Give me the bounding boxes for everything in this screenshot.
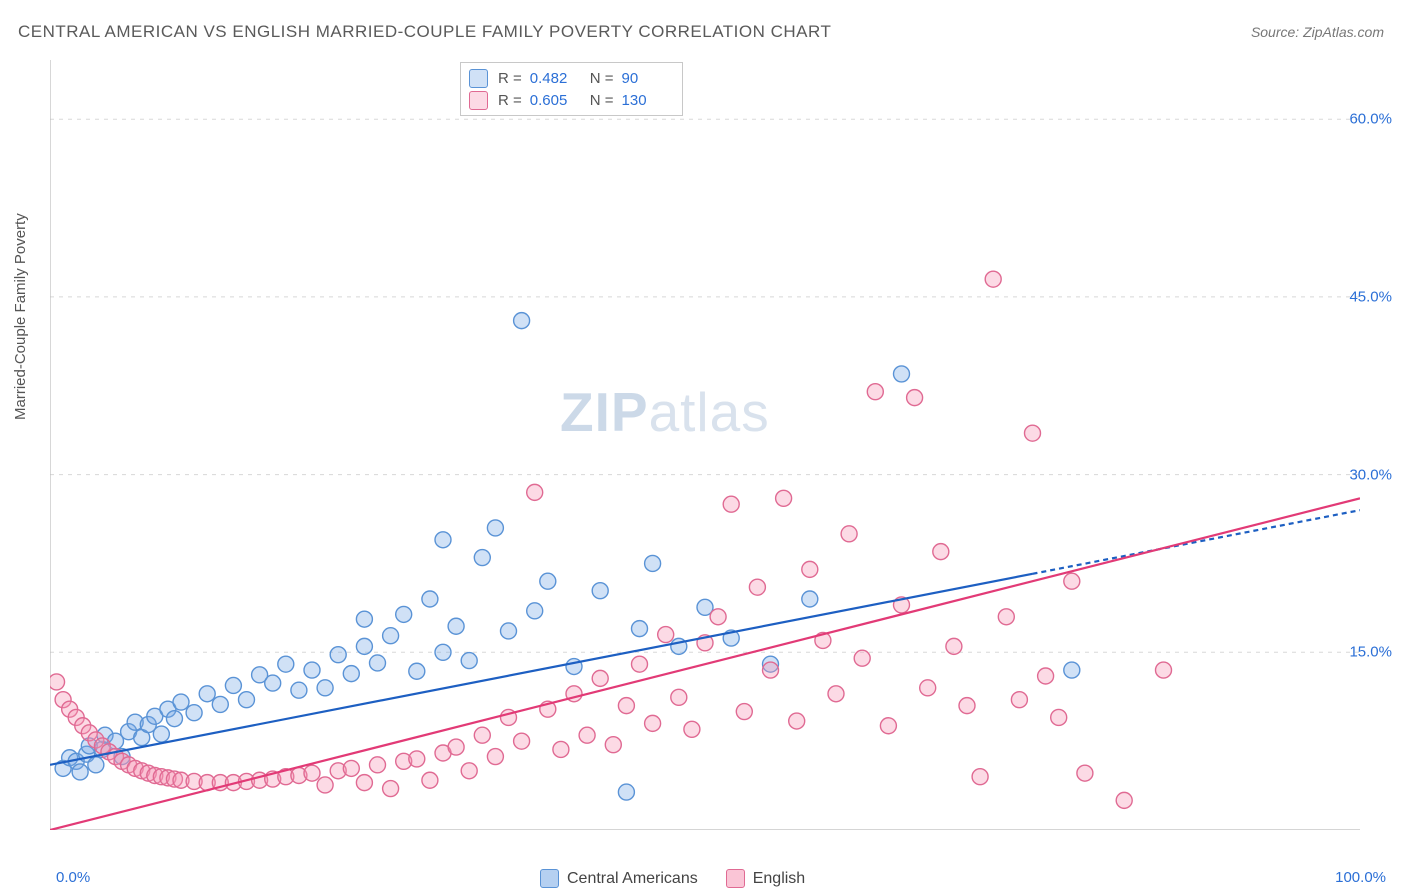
y-tick-label: 15.0%: [1349, 644, 1392, 661]
y-axis-label: Married-Couple Family Poverty: [12, 213, 29, 420]
r-label: R =: [498, 70, 522, 87]
r-value: 0.605: [530, 92, 580, 109]
n-value: 90: [622, 70, 672, 87]
legend-item: English: [726, 869, 805, 888]
legend-swatch: [726, 869, 745, 888]
legend-swatch: [540, 869, 559, 888]
legend-label: Central Americans: [567, 870, 698, 888]
legend-swatch: [469, 91, 488, 110]
legend-item: Central Americans: [540, 869, 698, 888]
n-label: N =: [590, 92, 614, 109]
n-label: N =: [590, 70, 614, 87]
correlation-legend: R = 0.482 N = 90 R = 0.605 N = 130: [460, 62, 683, 116]
y-tick-label: 45.0%: [1349, 288, 1392, 305]
r-value: 0.482: [530, 70, 580, 87]
series-legend: Central Americans English: [540, 869, 805, 888]
legend-label: English: [753, 870, 805, 888]
legend-row: R = 0.482 N = 90: [469, 67, 672, 89]
chart-area: [50, 60, 1360, 830]
r-label: R =: [498, 92, 522, 109]
y-tick-label: 30.0%: [1349, 466, 1392, 483]
scatter-plot: [50, 60, 1360, 830]
x-axis-max-label: 100.0%: [1335, 869, 1386, 886]
y-tick-label: 60.0%: [1349, 111, 1392, 128]
source-attribution: Source: ZipAtlas.com: [1251, 24, 1384, 40]
chart-title: CENTRAL AMERICAN VS ENGLISH MARRIED-COUP…: [18, 22, 831, 42]
n-value: 130: [622, 92, 672, 109]
x-axis-min-label: 0.0%: [56, 869, 90, 886]
legend-row: R = 0.605 N = 130: [469, 89, 672, 111]
legend-swatch: [469, 69, 488, 88]
